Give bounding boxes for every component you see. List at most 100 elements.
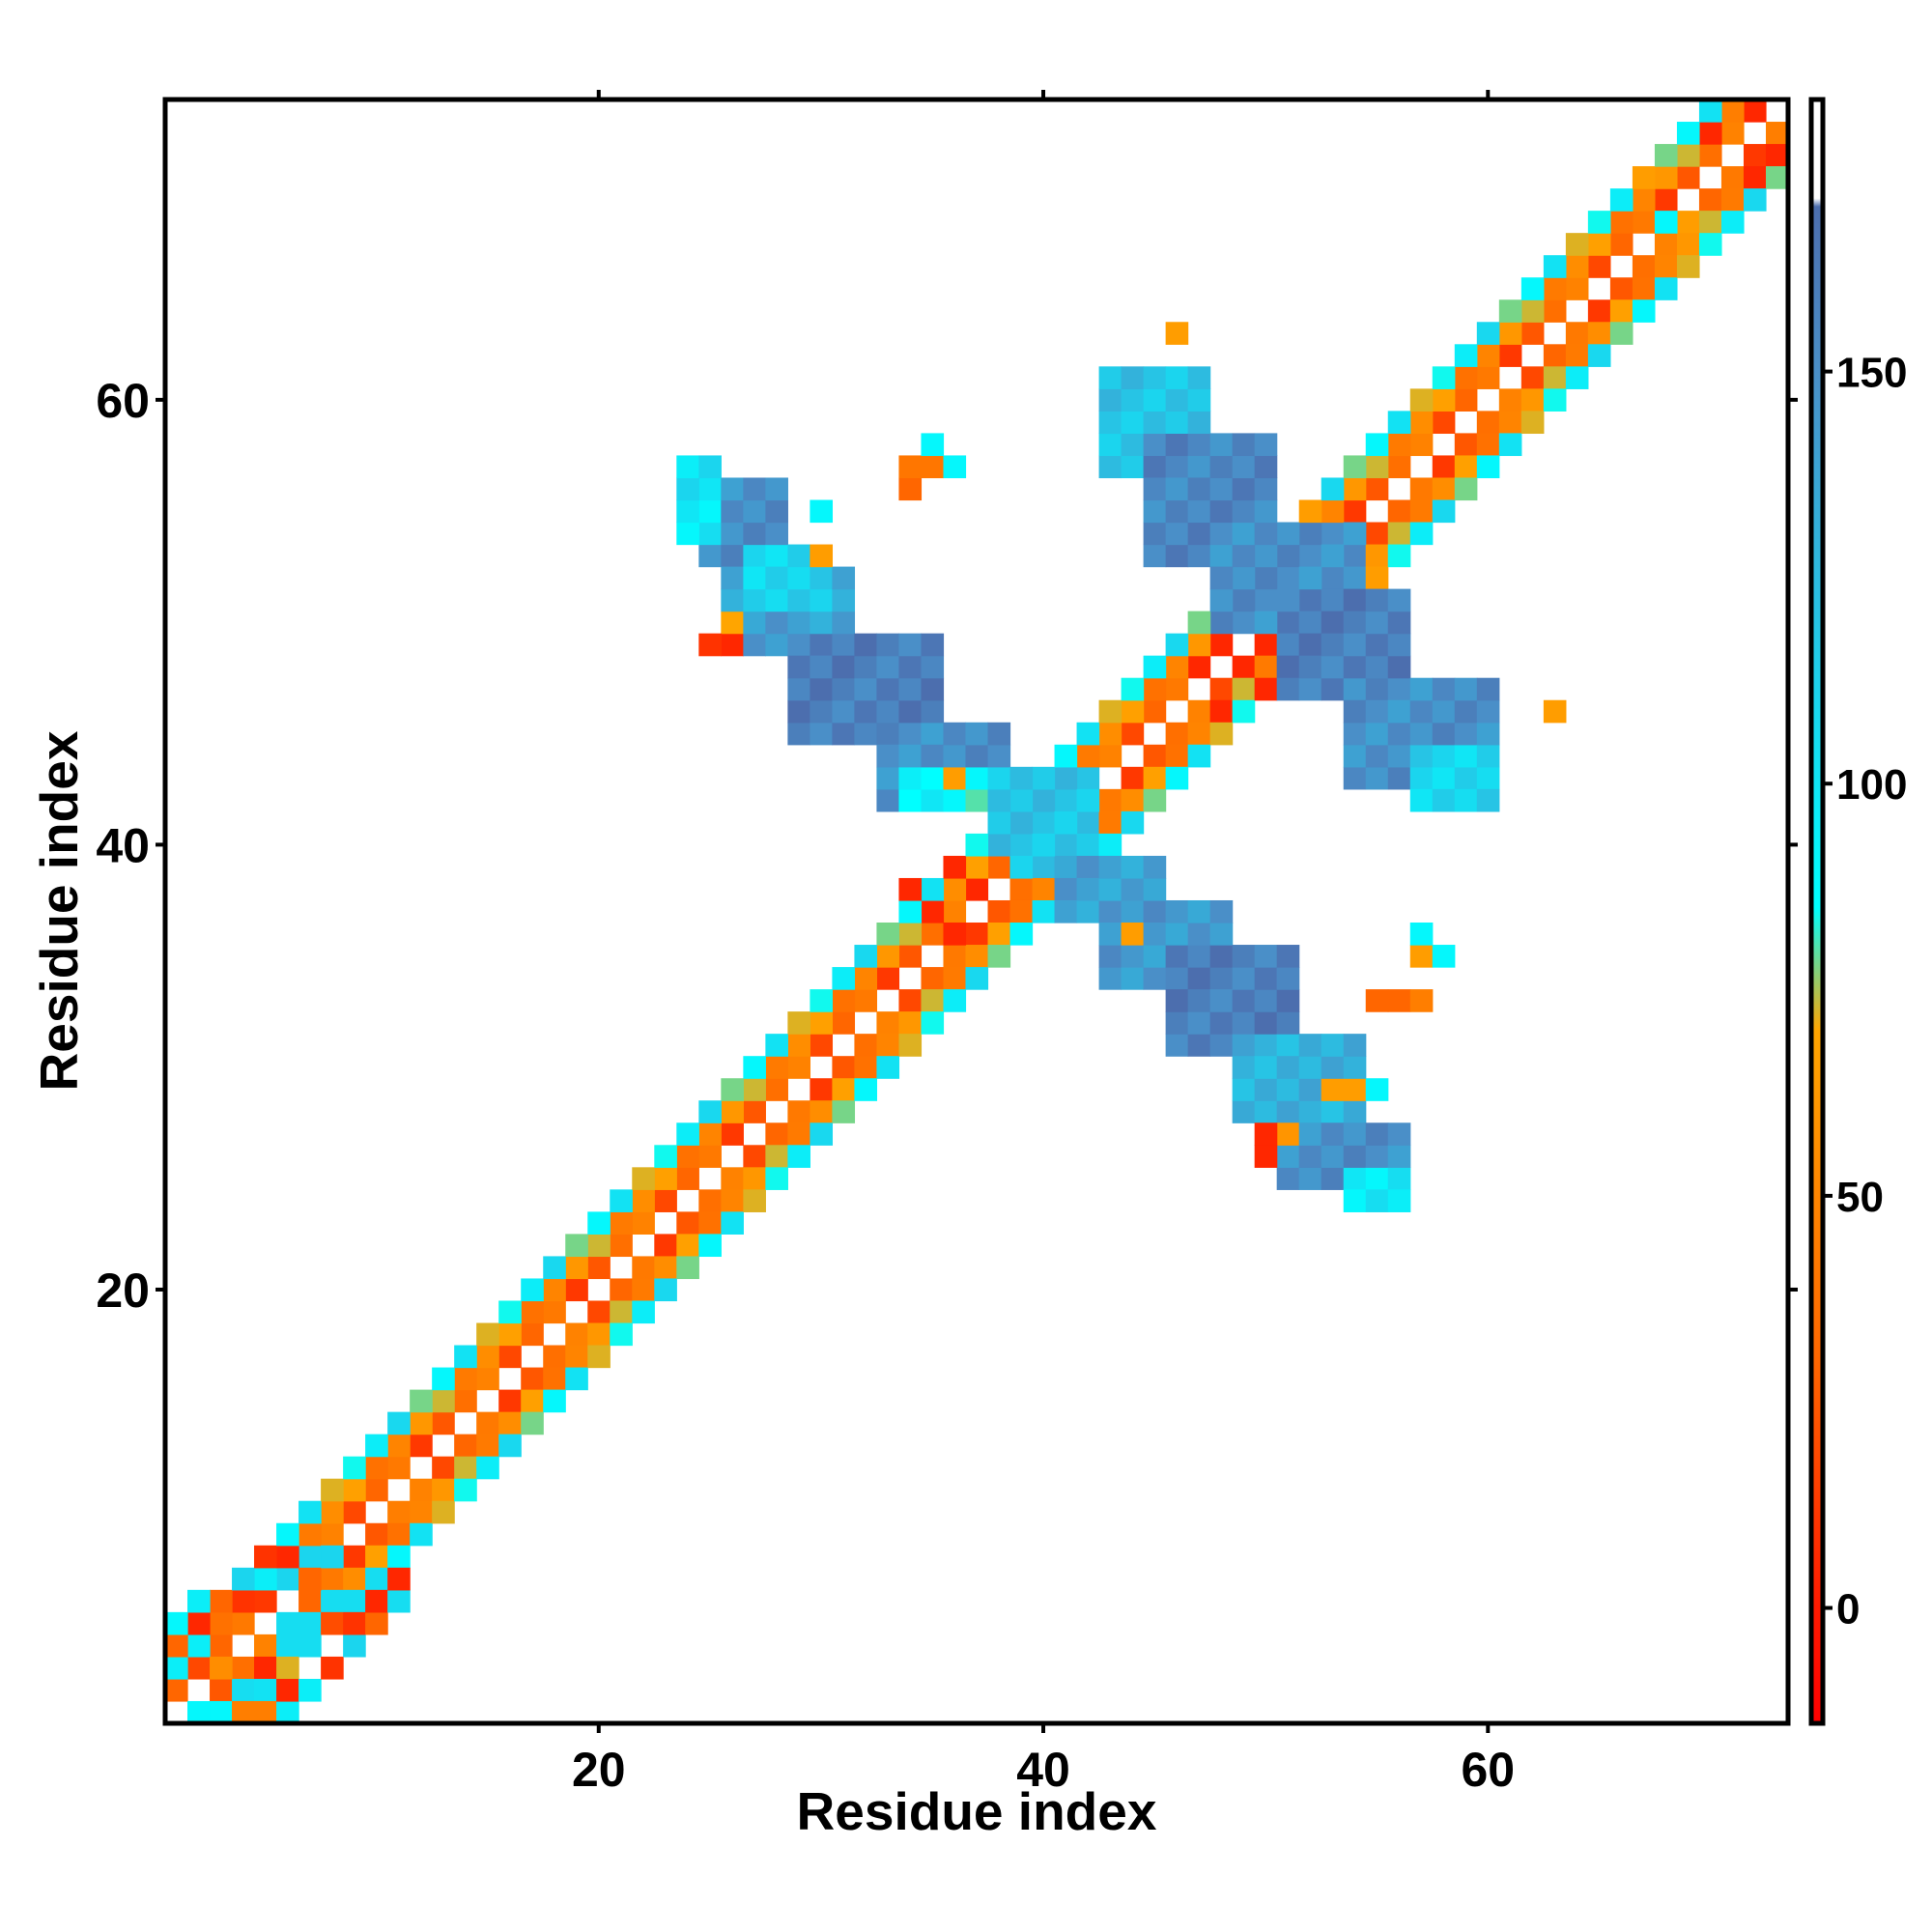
heatmap-cell bbox=[1387, 588, 1411, 612]
heatmap-cell bbox=[276, 1678, 299, 1702]
colorbar-tick-label: 150 bbox=[1836, 350, 1907, 397]
heatmap-cell bbox=[1343, 588, 1367, 612]
heatmap-cell bbox=[765, 1122, 788, 1146]
heatmap-cell bbox=[1165, 477, 1189, 501]
heatmap-cell bbox=[365, 1545, 388, 1569]
heatmap-cell bbox=[343, 1567, 366, 1591]
heatmap-cell bbox=[832, 566, 856, 590]
heatmap-cell bbox=[1565, 344, 1589, 367]
heatmap-cell bbox=[387, 1500, 411, 1524]
heatmap-cell bbox=[210, 1678, 233, 1702]
heatmap-cell bbox=[1143, 877, 1167, 901]
heatmap-cell bbox=[1298, 633, 1322, 657]
heatmap-cell bbox=[1520, 277, 1545, 300]
heatmap-cell bbox=[765, 588, 788, 612]
heatmap-cell bbox=[1032, 766, 1056, 790]
heatmap-cell bbox=[1343, 1034, 1367, 1057]
heatmap-cell bbox=[1254, 1145, 1278, 1168]
heatmap-cell bbox=[1454, 344, 1478, 367]
heatmap-cell bbox=[1520, 388, 1545, 412]
heatmap-cell bbox=[898, 744, 923, 768]
heatmap-cell bbox=[832, 611, 856, 635]
heatmap-cell bbox=[743, 477, 766, 501]
heatmap-cell bbox=[1076, 833, 1100, 857]
heatmap-cell bbox=[1098, 967, 1122, 990]
heatmap-cell bbox=[1054, 899, 1078, 923]
heatmap-cell bbox=[1432, 411, 1456, 435]
heatmap-cell bbox=[854, 722, 878, 746]
heatmap-cell bbox=[987, 766, 1011, 790]
heatmap-cell bbox=[476, 1367, 499, 1391]
heatmap-cell bbox=[1121, 899, 1145, 923]
heatmap-cell bbox=[854, 967, 878, 990]
heatmap-cell bbox=[1232, 655, 1256, 679]
heatmap-cell bbox=[1743, 166, 1767, 189]
heatmap-cell bbox=[165, 1656, 188, 1680]
heatmap-cell bbox=[1187, 499, 1211, 524]
heatmap-cell bbox=[1076, 877, 1100, 901]
heatmap-cell bbox=[1343, 699, 1367, 724]
heatmap-cell bbox=[898, 788, 923, 812]
heatmap-cell bbox=[1343, 477, 1367, 501]
heatmap-cell bbox=[898, 655, 923, 679]
heatmap-cell bbox=[521, 1411, 544, 1435]
heatmap-cell bbox=[1765, 144, 1789, 167]
heatmap-cell bbox=[1232, 611, 1256, 635]
heatmap-cell bbox=[1098, 945, 1122, 968]
heatmap-cell bbox=[565, 1345, 588, 1369]
heatmap-cell bbox=[921, 1011, 945, 1035]
heatmap-cell bbox=[943, 967, 967, 990]
heatmap-cell bbox=[876, 1034, 900, 1057]
heatmap-cell bbox=[1365, 1122, 1389, 1146]
heatmap-cell bbox=[965, 744, 989, 768]
heatmap-cell bbox=[765, 522, 788, 546]
heatmap-cell bbox=[498, 1322, 522, 1347]
heatmap-cell bbox=[1298, 566, 1322, 590]
heatmap-cell bbox=[1365, 522, 1389, 546]
colorbar: 0 50 100 150 bbox=[1808, 97, 1907, 1726]
heatmap-cell bbox=[1498, 322, 1522, 345]
heatmap-cell bbox=[587, 1322, 611, 1347]
heatmap-cell bbox=[321, 1522, 344, 1547]
heatmap-cell bbox=[1232, 455, 1256, 479]
heatmap-cell bbox=[921, 989, 945, 1012]
heatmap-cell bbox=[632, 1256, 655, 1280]
heatmap-cell bbox=[1276, 544, 1300, 568]
colorbar-tick-label: 50 bbox=[1836, 1174, 1884, 1221]
heatmap-cell bbox=[1676, 211, 1700, 234]
heatmap-cell bbox=[876, 699, 900, 724]
heatmap-cell bbox=[654, 1278, 677, 1302]
heatmap-cell bbox=[1365, 544, 1389, 568]
heatmap-cell bbox=[1054, 810, 1078, 835]
heatmap-cell bbox=[343, 1589, 366, 1613]
heatmap-cell bbox=[210, 1634, 233, 1658]
heatmap-cell bbox=[1254, 499, 1278, 524]
heatmap-cell bbox=[1209, 699, 1234, 724]
heatmap-cell bbox=[1143, 544, 1167, 568]
heatmap-cell bbox=[454, 1389, 477, 1413]
heatmap-cell bbox=[787, 722, 810, 746]
heatmap-cell bbox=[1365, 1189, 1389, 1212]
heatmap-cell bbox=[1276, 1122, 1300, 1146]
heatmap-cell bbox=[1698, 99, 1722, 123]
heatmap-cell bbox=[187, 1656, 211, 1680]
heatmap-cell bbox=[587, 1256, 611, 1280]
heatmap-cell bbox=[1232, 477, 1256, 501]
heatmap-cell bbox=[898, 677, 923, 701]
heatmap-cell bbox=[787, 611, 810, 635]
heatmap-cell bbox=[1054, 766, 1078, 790]
heatmap-cell bbox=[876, 655, 900, 679]
heatmap-cell bbox=[1765, 166, 1789, 189]
heatmap-cell bbox=[254, 1589, 277, 1613]
heatmap-cell bbox=[965, 945, 989, 968]
heatmap-cell bbox=[987, 788, 1011, 812]
heatmap-cell bbox=[1409, 788, 1434, 812]
heatmap-cell bbox=[1054, 877, 1078, 901]
heatmap-cell bbox=[1209, 499, 1234, 524]
heatmap-cell bbox=[1165, 766, 1189, 790]
heatmap-cell bbox=[698, 1234, 722, 1258]
heatmap-cell bbox=[1209, 588, 1234, 612]
heatmap-cell bbox=[1254, 1034, 1278, 1057]
heatmap-cell bbox=[410, 1411, 433, 1435]
